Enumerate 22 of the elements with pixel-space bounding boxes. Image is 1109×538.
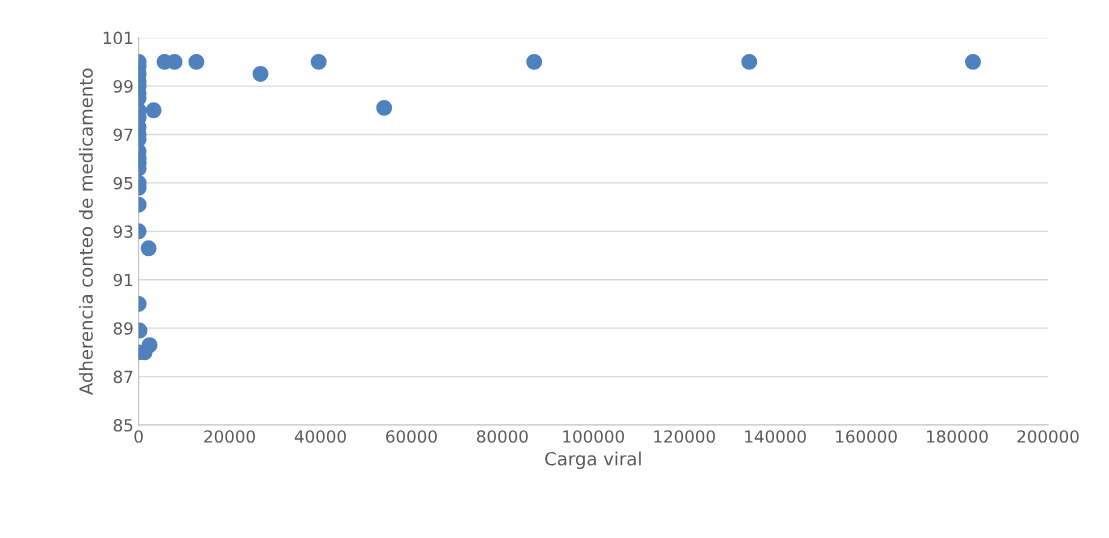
y-tick-label: 101 xyxy=(103,31,133,45)
x-tick-label: 20000 xyxy=(204,430,255,443)
y-tick-label: 87 xyxy=(113,370,133,384)
x-tick-label: 0 xyxy=(134,430,143,443)
x-tick-label: 140000 xyxy=(745,430,806,443)
y-tick-label: 89 xyxy=(113,322,133,335)
y-tick-label: 99 xyxy=(113,80,133,93)
y-tick-label: 93 xyxy=(113,225,133,238)
x-tick-label: 40000 xyxy=(294,430,346,443)
x-tick-label: 80000 xyxy=(477,430,528,443)
x-axis-title: Carga viral xyxy=(545,451,641,470)
x-tick-label: 180000 xyxy=(927,430,988,443)
x-tick-label: 160000 xyxy=(836,430,897,443)
y-tick-label: 95 xyxy=(113,176,133,190)
x-tick-label: 120000 xyxy=(654,430,715,443)
y-tick-label: 97 xyxy=(113,128,133,142)
y-axis-title: Adherencia conteo de medicamento xyxy=(78,68,93,395)
x-tick-label: 100000 xyxy=(563,430,625,443)
x-tick-label: 60000 xyxy=(386,430,437,443)
x-tick-label: 200000 xyxy=(1017,430,1079,443)
y-tick-label: 85 xyxy=(113,418,133,432)
y-tick-label: 91 xyxy=(113,273,133,287)
